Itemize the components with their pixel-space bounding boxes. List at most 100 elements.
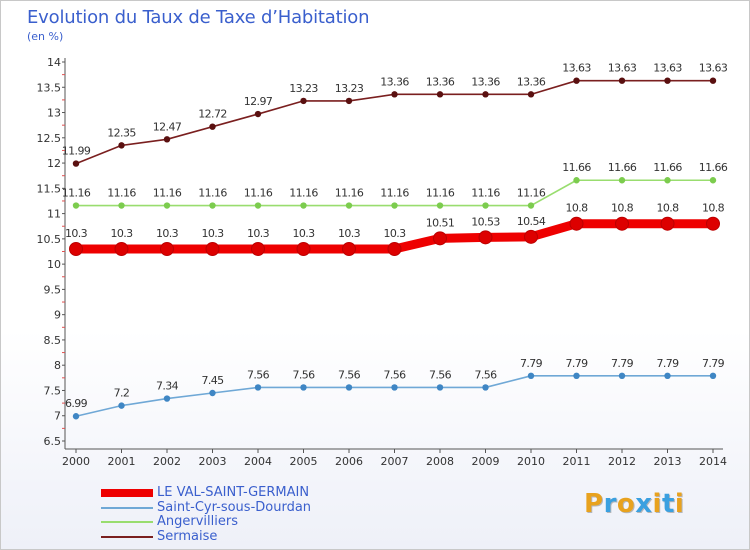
x-tick-label-13: 2013 bbox=[654, 455, 682, 468]
y-tick-label-6: 9.5 bbox=[44, 283, 62, 296]
data-label-angervilliers-2002: 11.16 bbox=[153, 187, 182, 200]
point-sermaise-2012 bbox=[618, 77, 626, 84]
data-label-angervilliers-2008: 11.16 bbox=[426, 187, 455, 200]
data-label-angervilliers-2001: 11.16 bbox=[107, 187, 136, 200]
data-label-sermaise-2007: 13.36 bbox=[380, 75, 409, 88]
point-le-val-saint-germain-2006 bbox=[342, 241, 356, 256]
data-label-saint-cyr-sous-dourdan-2011: 7.79 bbox=[565, 357, 588, 370]
point-sermaise-2001 bbox=[118, 142, 125, 149]
data-label-saint-cyr-sous-dourdan-2010: 7.79 bbox=[520, 357, 543, 370]
point-sermaise-2013 bbox=[664, 77, 671, 84]
point-saint-cyr-sous-dourdan-2002 bbox=[163, 395, 171, 402]
data-label-sermaise-2011: 13.63 bbox=[562, 62, 591, 75]
logo-letter: r bbox=[603, 489, 617, 519]
point-sermaise-2006 bbox=[345, 97, 353, 105]
point-angervilliers-2010 bbox=[527, 202, 535, 209]
chart-unit-label: (en %) bbox=[27, 30, 64, 43]
point-le-val-saint-germain-2010 bbox=[524, 229, 538, 244]
data-label-le-val-saint-germain-2006: 10.3 bbox=[338, 227, 361, 240]
point-le-val-saint-germain-2002 bbox=[160, 241, 174, 256]
data-label-sermaise-2002: 12.47 bbox=[153, 120, 182, 133]
data-label-saint-cyr-sous-dourdan-2001: 7.2 bbox=[114, 387, 130, 400]
point-le-val-saint-germain-2000 bbox=[69, 241, 83, 256]
point-sermaise-2008 bbox=[436, 91, 444, 98]
x-tick-label-1: 2001 bbox=[108, 455, 136, 468]
data-label-saint-cyr-sous-dourdan-2003: 7.45 bbox=[201, 374, 224, 387]
data-label-saint-cyr-sous-dourdan-2014: 7.79 bbox=[702, 357, 725, 370]
logo-letter: i bbox=[652, 489, 662, 519]
x-tick-label-2: 2002 bbox=[153, 455, 181, 468]
data-label-le-val-saint-germain-2002: 10.3 bbox=[156, 227, 179, 240]
x-tick-label-6: 2006 bbox=[335, 455, 363, 468]
point-le-val-saint-germain-2001 bbox=[114, 241, 129, 256]
point-angervilliers-2004 bbox=[254, 202, 262, 209]
point-sermaise-2003 bbox=[209, 123, 216, 130]
y-tick-label-8: 10.5 bbox=[37, 233, 62, 246]
legend-swatch-saint-cyr-sous-dourdan bbox=[101, 506, 153, 509]
y-tick-label-9: 11 bbox=[47, 208, 61, 221]
y-tick-label-11: 12 bbox=[47, 157, 61, 170]
x-tick-label-7: 2007 bbox=[381, 455, 409, 468]
data-label-saint-cyr-sous-dourdan-2005: 7.56 bbox=[292, 368, 315, 381]
y-tick-label-10: 11.5 bbox=[37, 182, 62, 195]
data-label-angervilliers-2012: 11.66 bbox=[608, 161, 637, 174]
data-label-le-val-saint-germain-2007: 10.3 bbox=[383, 227, 406, 240]
data-label-saint-cyr-sous-dourdan-2008: 7.56 bbox=[429, 368, 452, 381]
data-label-le-val-saint-germain-2010: 10.54 bbox=[517, 215, 546, 228]
point-le-val-saint-germain-2003 bbox=[205, 241, 220, 256]
point-le-val-saint-germain-2007 bbox=[387, 241, 402, 256]
data-label-sermaise-2013: 13.63 bbox=[653, 62, 682, 75]
logo-letter: x bbox=[635, 489, 653, 519]
x-tick-label-12: 2012 bbox=[608, 455, 636, 468]
legend-label-sermaise: Sermaise bbox=[157, 528, 218, 544]
point-angervilliers-2008 bbox=[436, 202, 444, 209]
point-angervilliers-2009 bbox=[482, 202, 489, 209]
data-label-le-val-saint-germain-2013: 10.8 bbox=[656, 202, 679, 215]
x-tick-label-11: 2011 bbox=[563, 455, 591, 468]
point-saint-cyr-sous-dourdan-2011 bbox=[573, 372, 580, 380]
point-saint-cyr-sous-dourdan-2000 bbox=[72, 413, 80, 420]
y-tick-label-14: 13.5 bbox=[37, 81, 62, 94]
point-saint-cyr-sous-dourdan-2009 bbox=[482, 384, 489, 391]
point-saint-cyr-sous-dourdan-2007 bbox=[391, 384, 398, 391]
point-saint-cyr-sous-dourdan-2006 bbox=[345, 384, 353, 391]
legend-swatch-angervilliers bbox=[101, 521, 153, 523]
point-saint-cyr-sous-dourdan-2001 bbox=[118, 402, 125, 409]
x-tick-label-10: 2010 bbox=[517, 455, 545, 468]
point-saint-cyr-sous-dourdan-2014 bbox=[709, 372, 717, 380]
data-label-saint-cyr-sous-dourdan-2007: 7.56 bbox=[383, 368, 406, 381]
point-sermaise-2009 bbox=[482, 91, 489, 98]
data-label-sermaise-2010: 13.36 bbox=[517, 75, 546, 88]
point-angervilliers-2005 bbox=[300, 202, 307, 209]
y-tick-label-4: 8.5 bbox=[44, 334, 62, 347]
point-angervilliers-2012 bbox=[618, 177, 626, 184]
data-label-angervilliers-2013: 11.66 bbox=[653, 161, 682, 174]
legend-label-saint-cyr-sous-dourdan: Saint-Cyr-sous-Dourdan bbox=[157, 499, 312, 515]
point-angervilliers-2006 bbox=[345, 202, 353, 209]
data-label-angervilliers-2006: 11.16 bbox=[335, 187, 364, 200]
data-label-sermaise-2006: 13.23 bbox=[335, 82, 364, 95]
point-saint-cyr-sous-dourdan-2003 bbox=[209, 389, 216, 397]
data-label-sermaise-2005: 13.23 bbox=[289, 82, 318, 95]
data-label-le-val-saint-germain-2001: 10.3 bbox=[110, 227, 133, 240]
data-label-sermaise-2000: 11.99 bbox=[62, 145, 91, 158]
point-le-val-saint-germain-2012 bbox=[615, 216, 629, 231]
point-sermaise-2007 bbox=[391, 91, 398, 98]
data-label-le-val-saint-germain-2009: 10.53 bbox=[471, 215, 500, 228]
data-label-saint-cyr-sous-dourdan-2000: 6.99 bbox=[65, 397, 88, 410]
data-label-saint-cyr-sous-dourdan-2009: 7.56 bbox=[474, 368, 497, 381]
data-label-sermaise-2009: 13.36 bbox=[471, 75, 500, 88]
chart-title: Evolution du Taux de Taxe d’Habitation bbox=[27, 7, 370, 28]
data-label-le-val-saint-germain-2003: 10.3 bbox=[201, 227, 224, 240]
data-label-angervilliers-2005: 11.16 bbox=[289, 187, 318, 200]
point-le-val-saint-germain-2008 bbox=[433, 231, 447, 246]
data-label-saint-cyr-sous-dourdan-2006: 7.56 bbox=[338, 368, 361, 381]
y-tick-label-13: 13 bbox=[47, 107, 61, 120]
point-angervilliers-2002 bbox=[163, 202, 171, 209]
data-label-angervilliers-2007: 11.16 bbox=[380, 187, 409, 200]
x-tick-label-14: 2014 bbox=[699, 455, 727, 468]
point-sermaise-2002 bbox=[163, 136, 171, 143]
point-le-val-saint-germain-2004 bbox=[251, 241, 265, 256]
point-angervilliers-2000 bbox=[72, 202, 80, 209]
proxiti-logo: Proxiti bbox=[584, 489, 684, 519]
